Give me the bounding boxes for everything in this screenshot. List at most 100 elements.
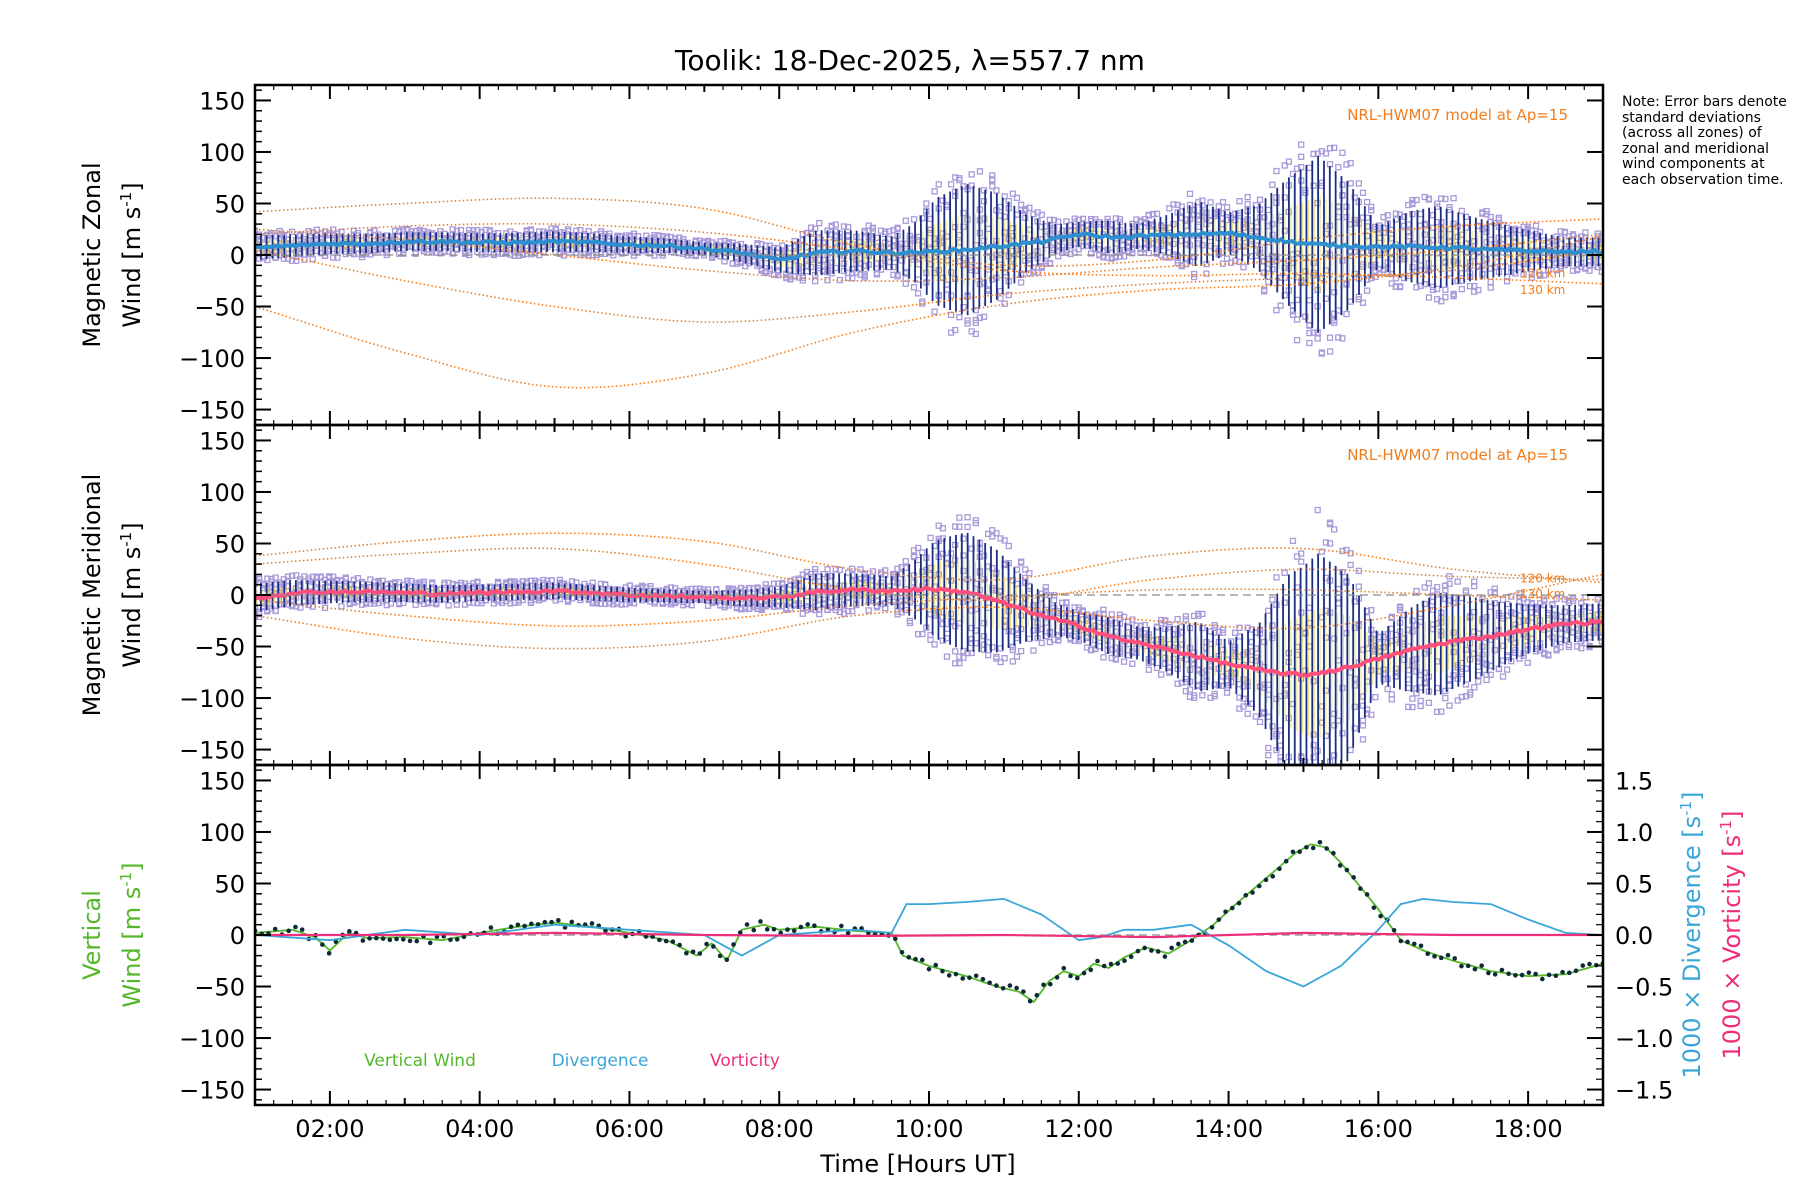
zone-point: [1446, 225, 1453, 233]
zone-point: [371, 600, 378, 607]
zone-point: [849, 590, 856, 597]
zone-point: [1310, 329, 1317, 336]
zone-point: [548, 225, 555, 232]
zone-point: [1298, 141, 1305, 148]
zone-point: [1409, 197, 1416, 204]
zone-point: [1009, 658, 1017, 665]
zone-point: [737, 584, 745, 592]
zone-point: [1129, 660, 1136, 667]
zone-point: [659, 587, 666, 594]
zone-point: [956, 176, 963, 184]
zone-point: [1265, 751, 1272, 759]
zone-point: [556, 580, 563, 587]
zone-point: [1520, 271, 1527, 278]
zone-point: [807, 264, 815, 271]
zone-point: [877, 570, 885, 578]
zone-point: [1355, 583, 1363, 590]
zone-point: [457, 582, 465, 589]
zone-point: [1232, 257, 1239, 264]
zone-point: [1001, 537, 1008, 544]
zone-point: [1306, 619, 1313, 627]
zone-point: [1314, 506, 1321, 514]
y-tick-label: −150: [179, 397, 245, 425]
zone-point: [1351, 725, 1358, 732]
zone-point: [1340, 785, 1345, 790]
zone-point: [494, 598, 502, 605]
zone-point: [383, 601, 390, 609]
zone-point: [1330, 144, 1338, 151]
zone-point: [1174, 615, 1181, 623]
zone-point: [523, 227, 530, 234]
zone-point: [1421, 280, 1428, 288]
zone-point: [1302, 186, 1309, 194]
zone-point: [947, 311, 955, 319]
zone-point: [1067, 250, 1074, 258]
zone-point: [1405, 703, 1412, 711]
zone-point: [1269, 631, 1276, 639]
zone-point: [1520, 260, 1527, 268]
zone-point: [1335, 334, 1342, 341]
zone-point: [919, 243, 926, 250]
zone-point: [1553, 640, 1560, 647]
zone-point: [1310, 741, 1317, 749]
y-tick-label: −100: [179, 345, 245, 373]
zone-point: [914, 631, 922, 638]
zone-point: [1421, 221, 1428, 229]
zone-point: [902, 558, 909, 565]
zone-point: [1001, 300, 1008, 307]
zone-point: [1458, 693, 1465, 701]
zone-point: [610, 601, 617, 608]
zone-point: [972, 519, 979, 527]
zone-point: [1315, 802, 1320, 807]
zone-point: [1295, 775, 1300, 780]
zone-point: [1112, 215, 1119, 222]
zone-point: [680, 602, 687, 609]
zone-point: [927, 534, 934, 542]
zone-point: [556, 595, 563, 603]
zone-point: [1421, 267, 1428, 274]
zone-point: [1462, 693, 1470, 700]
zone-point: [293, 257, 300, 264]
zone-point: [634, 233, 642, 240]
y-tick-label: 100: [199, 139, 245, 167]
zone-point: [1471, 288, 1478, 295]
zone-point: [1446, 702, 1453, 709]
zone-point: [1351, 194, 1358, 201]
zone-point: [1260, 286, 1268, 294]
zone-point: [1384, 212, 1391, 219]
zone-point: [601, 600, 609, 608]
zone-point: [400, 250, 407, 257]
zone-point: [1499, 596, 1507, 603]
zone-point: [1557, 644, 1564, 651]
zone-point: [1425, 294, 1433, 301]
zone-point: [1532, 222, 1540, 229]
zone-point: [894, 225, 901, 232]
zone-point: [1582, 234, 1589, 241]
zone-point: [1322, 539, 1330, 546]
zone-point: [1359, 189, 1367, 196]
zone-point: [1252, 202, 1260, 209]
zone-point: [387, 600, 395, 607]
zone-point: [1442, 687, 1449, 695]
zone-point: [1565, 643, 1573, 651]
zone-point: [1520, 604, 1527, 612]
zone-point: [457, 226, 465, 234]
zone-point: [1512, 270, 1519, 277]
model-curves: [255, 197, 1603, 389]
zone-point: [276, 600, 283, 608]
zone-point: [1512, 610, 1519, 617]
zone-point: [968, 649, 975, 657]
zone-point: [980, 198, 988, 205]
zone-point: [1059, 627, 1066, 634]
zone-point: [779, 250, 786, 258]
zone-point: [1307, 787, 1312, 792]
zone-point: [1170, 240, 1177, 248]
zone-point: [1100, 654, 1107, 661]
zone-point: [272, 607, 279, 614]
zone-point: [1421, 584, 1428, 591]
zone-point: [758, 260, 765, 267]
zone-point: [964, 523, 971, 531]
zone-point: [943, 653, 951, 660]
zone-point: [1244, 710, 1251, 717]
zone-point: [980, 313, 988, 320]
